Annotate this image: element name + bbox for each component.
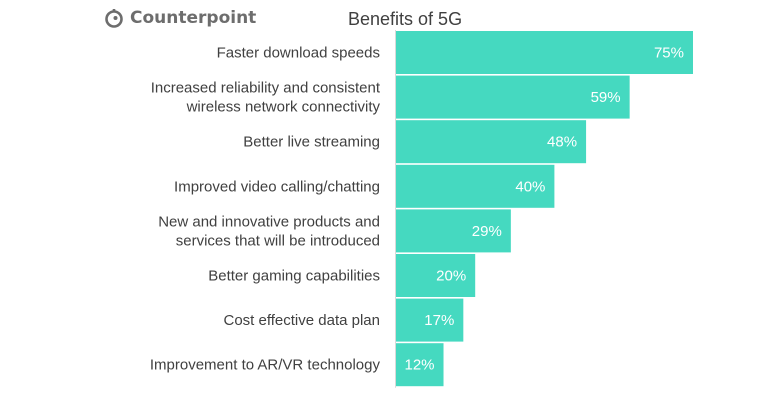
data-label: 17% — [424, 312, 454, 329]
bar — [396, 120, 587, 164]
category-label: Improvement to AR/VR technology — [150, 357, 381, 374]
bar — [396, 209, 511, 253]
category-label: Better live streaming — [243, 134, 380, 151]
category-label: Increased reliability and consistent — [151, 80, 381, 97]
bar — [396, 298, 464, 342]
bar — [396, 31, 693, 74]
data-label: 48% — [547, 134, 577, 151]
category-label: Cost effective data plan — [224, 312, 381, 329]
logo-text: Counterpoint — [130, 8, 257, 28]
bar — [396, 343, 444, 387]
bar — [396, 254, 476, 297]
category-label: wireless network connectivity — [186, 99, 381, 116]
logo-icon — [105, 9, 123, 28]
data-label: 12% — [404, 357, 434, 374]
category-label: New and innovative products and — [158, 213, 380, 230]
data-label: 59% — [591, 89, 621, 106]
data-label: 40% — [515, 178, 545, 195]
data-label: 29% — [472, 223, 502, 240]
category-label: Faster download speeds — [217, 45, 380, 62]
bar — [396, 164, 555, 208]
category-label: Better gaming capabilities — [208, 268, 380, 285]
category-label: Improved video calling/chatting — [174, 178, 380, 195]
data-label: 20% — [436, 268, 466, 285]
counterpoint-logo: Counterpoint — [104, 8, 256, 28]
chart-title: Benefits of 5G — [348, 9, 463, 29]
data-label: 75% — [654, 45, 684, 62]
bar — [396, 75, 630, 119]
category-label: services that will be introduced — [176, 232, 380, 249]
